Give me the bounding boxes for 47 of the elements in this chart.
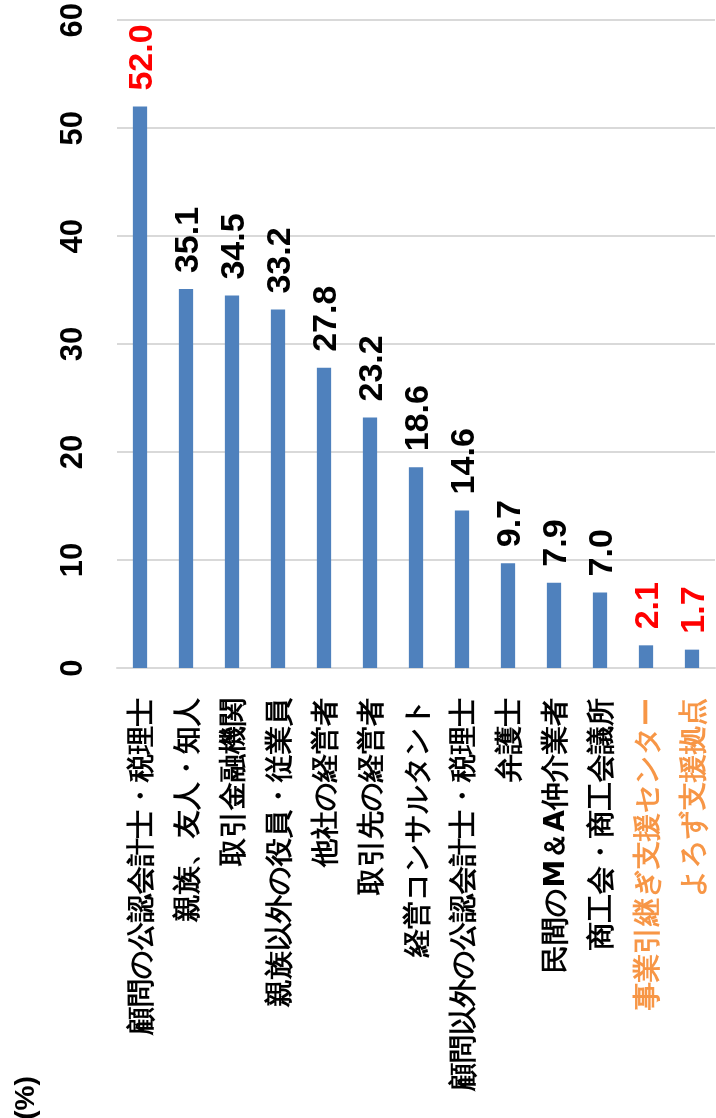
x-tick-label: 商工会・商工会議所 bbox=[583, 698, 617, 951]
y-tick-label: 30 bbox=[54, 326, 89, 362]
bar bbox=[684, 649, 700, 668]
bar bbox=[408, 467, 424, 668]
data-label: 18.6 bbox=[397, 385, 435, 452]
y-tick-label: 50 bbox=[54, 110, 89, 146]
x-tick-label: 親族以外の役員・従業員 bbox=[261, 698, 295, 1008]
data-label: 35.1 bbox=[167, 206, 205, 274]
x-tick-label: よろず支援拠点 bbox=[675, 698, 709, 897]
data-label: 7.9 bbox=[535, 519, 573, 567]
bar bbox=[270, 309, 286, 668]
x-tick-label: 顧問の公認会計士・税理士 bbox=[123, 698, 157, 1036]
y-axis-title: (%) bbox=[8, 1076, 40, 1118]
bar bbox=[638, 645, 654, 668]
data-label: 7.0 bbox=[581, 529, 619, 577]
x-tick-label: 顧問以外の公認会計士・税理士 bbox=[445, 698, 479, 1092]
x-tick-label: 事業引継ぎ支援センター bbox=[629, 698, 663, 1011]
bar bbox=[454, 510, 470, 668]
x-tick-label: 取引先の経営者 bbox=[353, 698, 387, 896]
data-label: 14.6 bbox=[443, 428, 481, 495]
bar bbox=[224, 295, 240, 668]
x-tick-label: 弁護士 bbox=[491, 698, 525, 783]
y-tick-label: 40 bbox=[54, 218, 89, 254]
x-tick-label: 経営コンサルタント bbox=[399, 698, 433, 958]
bar bbox=[500, 563, 516, 668]
bar bbox=[592, 592, 608, 668]
data-label: 27.8 bbox=[305, 285, 343, 352]
x-tick-label: 親族、友人・知人 bbox=[169, 697, 203, 923]
x-tick-label: 民間のM＆A仲介業者 bbox=[537, 698, 571, 973]
bar bbox=[178, 289, 194, 668]
bar bbox=[132, 106, 148, 668]
x-tick-label: 取引金融機関 bbox=[215, 698, 249, 867]
y-tick-label: 20 bbox=[54, 434, 89, 470]
data-label: 52.0 bbox=[121, 24, 159, 91]
data-label: 33.2 bbox=[259, 227, 297, 294]
y-tick-label: 0 bbox=[54, 659, 89, 677]
data-label: 1.7 bbox=[673, 586, 711, 634]
y-tick-label: 10 bbox=[54, 542, 89, 578]
bar bbox=[546, 582, 562, 668]
bar bbox=[316, 367, 332, 668]
data-label: 23.2 bbox=[351, 335, 389, 402]
y-tick-label: 60 bbox=[54, 3, 89, 38]
x-tick-label: 他社の経営者 bbox=[307, 698, 341, 868]
data-label: 9.7 bbox=[489, 500, 527, 548]
bar bbox=[362, 417, 378, 668]
data-label: 2.1 bbox=[627, 582, 665, 630]
data-label: 34.5 bbox=[213, 213, 251, 280]
